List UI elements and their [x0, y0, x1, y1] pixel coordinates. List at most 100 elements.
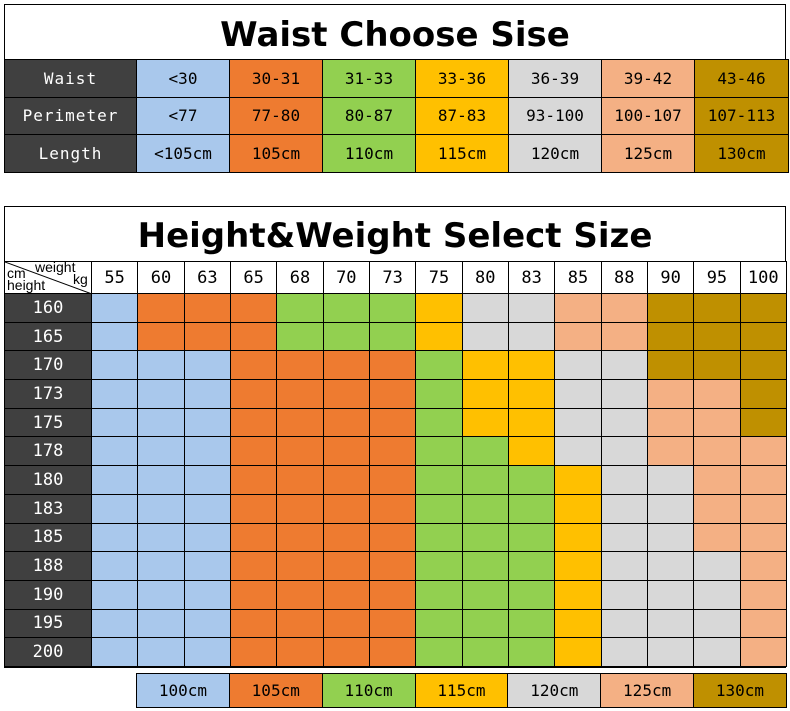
- size-cell: [739, 551, 787, 581]
- size-cell: [368, 551, 417, 581]
- size-cell: [137, 493, 185, 524]
- waist-cell: 36-39: [508, 59, 602, 98]
- size-cell: [600, 465, 648, 495]
- weight-header: 83: [507, 261, 556, 294]
- height-row: 185: [4, 522, 787, 553]
- size-cell: [739, 637, 787, 667]
- size-cell: [646, 293, 695, 323]
- size-cell: [368, 579, 417, 610]
- height-label: 173: [4, 379, 92, 409]
- height-row: 165: [4, 321, 787, 352]
- size-cell: [229, 350, 278, 381]
- size-cell: [90, 551, 139, 581]
- waist-row-label: Perimeter: [4, 96, 137, 135]
- size-cell: [693, 379, 741, 409]
- weight-header: 100: [739, 261, 787, 294]
- size-cell: [322, 522, 370, 553]
- waist-cell: 87-83: [415, 96, 509, 135]
- size-cell: [646, 379, 695, 409]
- legend-item: 100cm: [136, 673, 230, 708]
- weight-header: 80: [461, 261, 509, 294]
- size-cell: [600, 493, 648, 524]
- size-cell: [507, 350, 556, 381]
- waist-cell: 110cm: [322, 134, 416, 173]
- size-cell: [276, 637, 324, 667]
- size-cell: [137, 350, 185, 381]
- size-cell: [554, 579, 602, 610]
- size-cell: [276, 493, 324, 524]
- size-cell: [693, 293, 741, 323]
- size-cell: [229, 608, 278, 639]
- size-cell: [415, 465, 463, 495]
- weight-header: 73: [368, 261, 417, 294]
- size-cell: [739, 608, 787, 639]
- size-cell: [368, 522, 417, 553]
- size-cell: [368, 321, 417, 352]
- size-cell: [137, 436, 185, 467]
- size-cell: [276, 579, 324, 610]
- size-cell: [322, 407, 370, 438]
- size-cell: [368, 637, 417, 667]
- size-cell: [554, 321, 602, 352]
- size-cell: [229, 293, 278, 323]
- size-cell: [554, 551, 602, 581]
- size-cell: [415, 379, 463, 409]
- size-cell: [183, 350, 231, 381]
- size-cell: [368, 436, 417, 467]
- weight-header: 55: [90, 261, 139, 294]
- weight-header: 88: [600, 261, 648, 294]
- weight-header: 95: [693, 261, 741, 294]
- size-cell: [600, 551, 648, 581]
- size-cell: [693, 465, 741, 495]
- size-cell: [415, 321, 463, 352]
- size-cell: [646, 637, 695, 667]
- size-cell: [368, 407, 417, 438]
- size-cell: [90, 637, 139, 667]
- height-label: 185: [4, 522, 92, 553]
- size-cell: [90, 407, 139, 438]
- size-cell: [600, 321, 648, 352]
- waist-cell: 107-113: [694, 96, 789, 135]
- size-cell: [229, 637, 278, 667]
- size-cell: [739, 321, 787, 352]
- size-cell: [276, 608, 324, 639]
- height-label: 178: [4, 436, 92, 467]
- size-cell: [600, 407, 648, 438]
- size-cell: [600, 350, 648, 381]
- size-cell: [183, 379, 231, 409]
- size-cell: [229, 436, 278, 467]
- size-cell: [276, 379, 324, 409]
- size-cell: [276, 293, 324, 323]
- size-cell: [229, 465, 278, 495]
- size-cell: [693, 608, 741, 639]
- size-cell: [646, 551, 695, 581]
- size-cell: [229, 579, 278, 610]
- size-cell: [739, 293, 787, 323]
- size-cell: [183, 293, 231, 323]
- size-cell: [507, 608, 556, 639]
- size-cell: [415, 436, 463, 467]
- size-cell: [693, 321, 741, 352]
- waist-row-perimeter: Perimeter <77 77-80 80-87 87-83 93-100 100-107…: [4, 96, 789, 135]
- size-cell: [693, 407, 741, 438]
- waist-cell: 93-100: [508, 96, 602, 135]
- size-cell: [183, 551, 231, 581]
- size-cell: [693, 551, 741, 581]
- height-label: 200: [4, 637, 92, 667]
- size-cell: [693, 436, 741, 467]
- waist-cell: 30-31: [229, 59, 323, 98]
- size-cell: [507, 293, 556, 323]
- waist-cell: 31-33: [322, 59, 416, 98]
- size-cell: [507, 465, 556, 495]
- size-cell: [137, 522, 185, 553]
- legend-item: 125cm: [600, 673, 695, 708]
- size-cell: [322, 436, 370, 467]
- legend-item: 110cm: [321, 673, 416, 708]
- weight-header: 60: [137, 261, 185, 294]
- height-label: 190: [4, 579, 92, 610]
- size-cell: [137, 379, 185, 409]
- size-cell: [507, 436, 556, 467]
- height-row: 175: [4, 407, 787, 438]
- size-cell: [600, 379, 648, 409]
- size-cell: [554, 293, 602, 323]
